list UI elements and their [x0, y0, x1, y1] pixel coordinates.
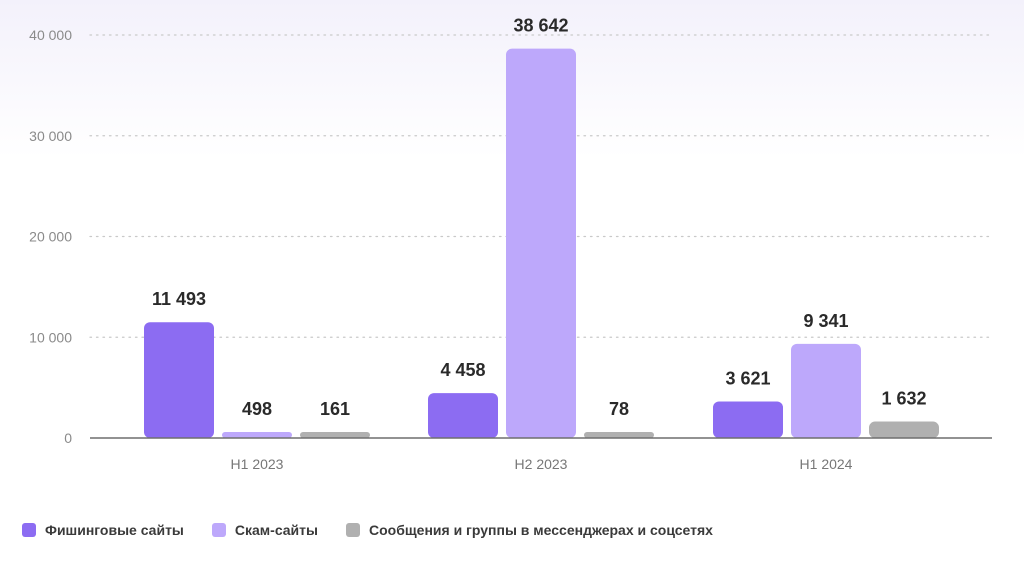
- y-tick-label-40000: 40 000: [29, 27, 72, 43]
- bar-scam-1[interactable]: [506, 48, 576, 438]
- x-axis-categories: H1 2023 H2 2023 H1 2024: [231, 456, 853, 472]
- legend-item-messengers[interactable]: Сообщения и группы в мессенджерах и соцс…: [345, 522, 713, 538]
- x-category-label-2: H1 2024: [800, 456, 853, 472]
- legend-label-scam: Скам-сайты: [234, 522, 318, 538]
- gridlines: [89, 34, 993, 338]
- value-label-messengers-1: 78: [609, 399, 629, 419]
- value-labels: 11 493 498 161 4 458 38 642 78 3 621 9 341 1 632: [152, 16, 927, 419]
- y-axis-ticks: 0 10 000 20 000 30 000 40 000: [29, 27, 72, 446]
- legend-label-phishing: Фишинговые сайты: [45, 522, 184, 538]
- value-label-scam-0: 498: [242, 399, 272, 419]
- value-label-scam-1: 38 642: [513, 16, 568, 36]
- legend-swatch-scam: [211, 523, 226, 537]
- bar-phishing-1[interactable]: [428, 393, 498, 438]
- legend: Фишинговые сайты Скам-сайты Сообщения и …: [22, 522, 741, 538]
- bar-messengers-0[interactable]: [300, 432, 370, 438]
- bar-messengers-1[interactable]: [584, 432, 654, 438]
- legend-swatch-phishing: [22, 523, 36, 537]
- bar-phishing-2[interactable]: [713, 401, 783, 438]
- legend-item-phishing[interactable]: Фишинговые сайты: [22, 522, 184, 538]
- value-label-phishing-2: 3 621: [725, 369, 770, 389]
- bar-scam-2[interactable]: [791, 343, 861, 438]
- y-tick-label-10000: 10 000: [29, 329, 72, 345]
- y-tick-label-30000: 30 000: [29, 128, 72, 144]
- y-tick-label-0: 0: [64, 430, 72, 446]
- bars: [144, 48, 939, 438]
- bar-phishing-0[interactable]: [144, 322, 214, 438]
- x-category-label-0: H1 2023: [231, 456, 284, 472]
- legend-swatch-messengers: [345, 523, 360, 537]
- y-tick-label-20000: 20 000: [29, 229, 72, 245]
- bar-messengers-2[interactable]: [869, 421, 939, 438]
- value-label-phishing-1: 4 458: [440, 360, 485, 380]
- value-label-messengers-2: 1 632: [881, 389, 926, 409]
- legend-label-messengers: Сообщения и группы в мессенджерах и соцс…: [368, 522, 713, 538]
- x-category-label-1: H2 2023: [515, 456, 568, 472]
- bar-scam-0[interactable]: [222, 432, 292, 438]
- value-label-scam-2: 9 341: [803, 311, 848, 331]
- value-label-phishing-0: 11 493: [152, 289, 206, 309]
- value-label-messengers-0: 161: [320, 399, 350, 419]
- legend-item-scam[interactable]: Скам-сайты: [211, 522, 318, 538]
